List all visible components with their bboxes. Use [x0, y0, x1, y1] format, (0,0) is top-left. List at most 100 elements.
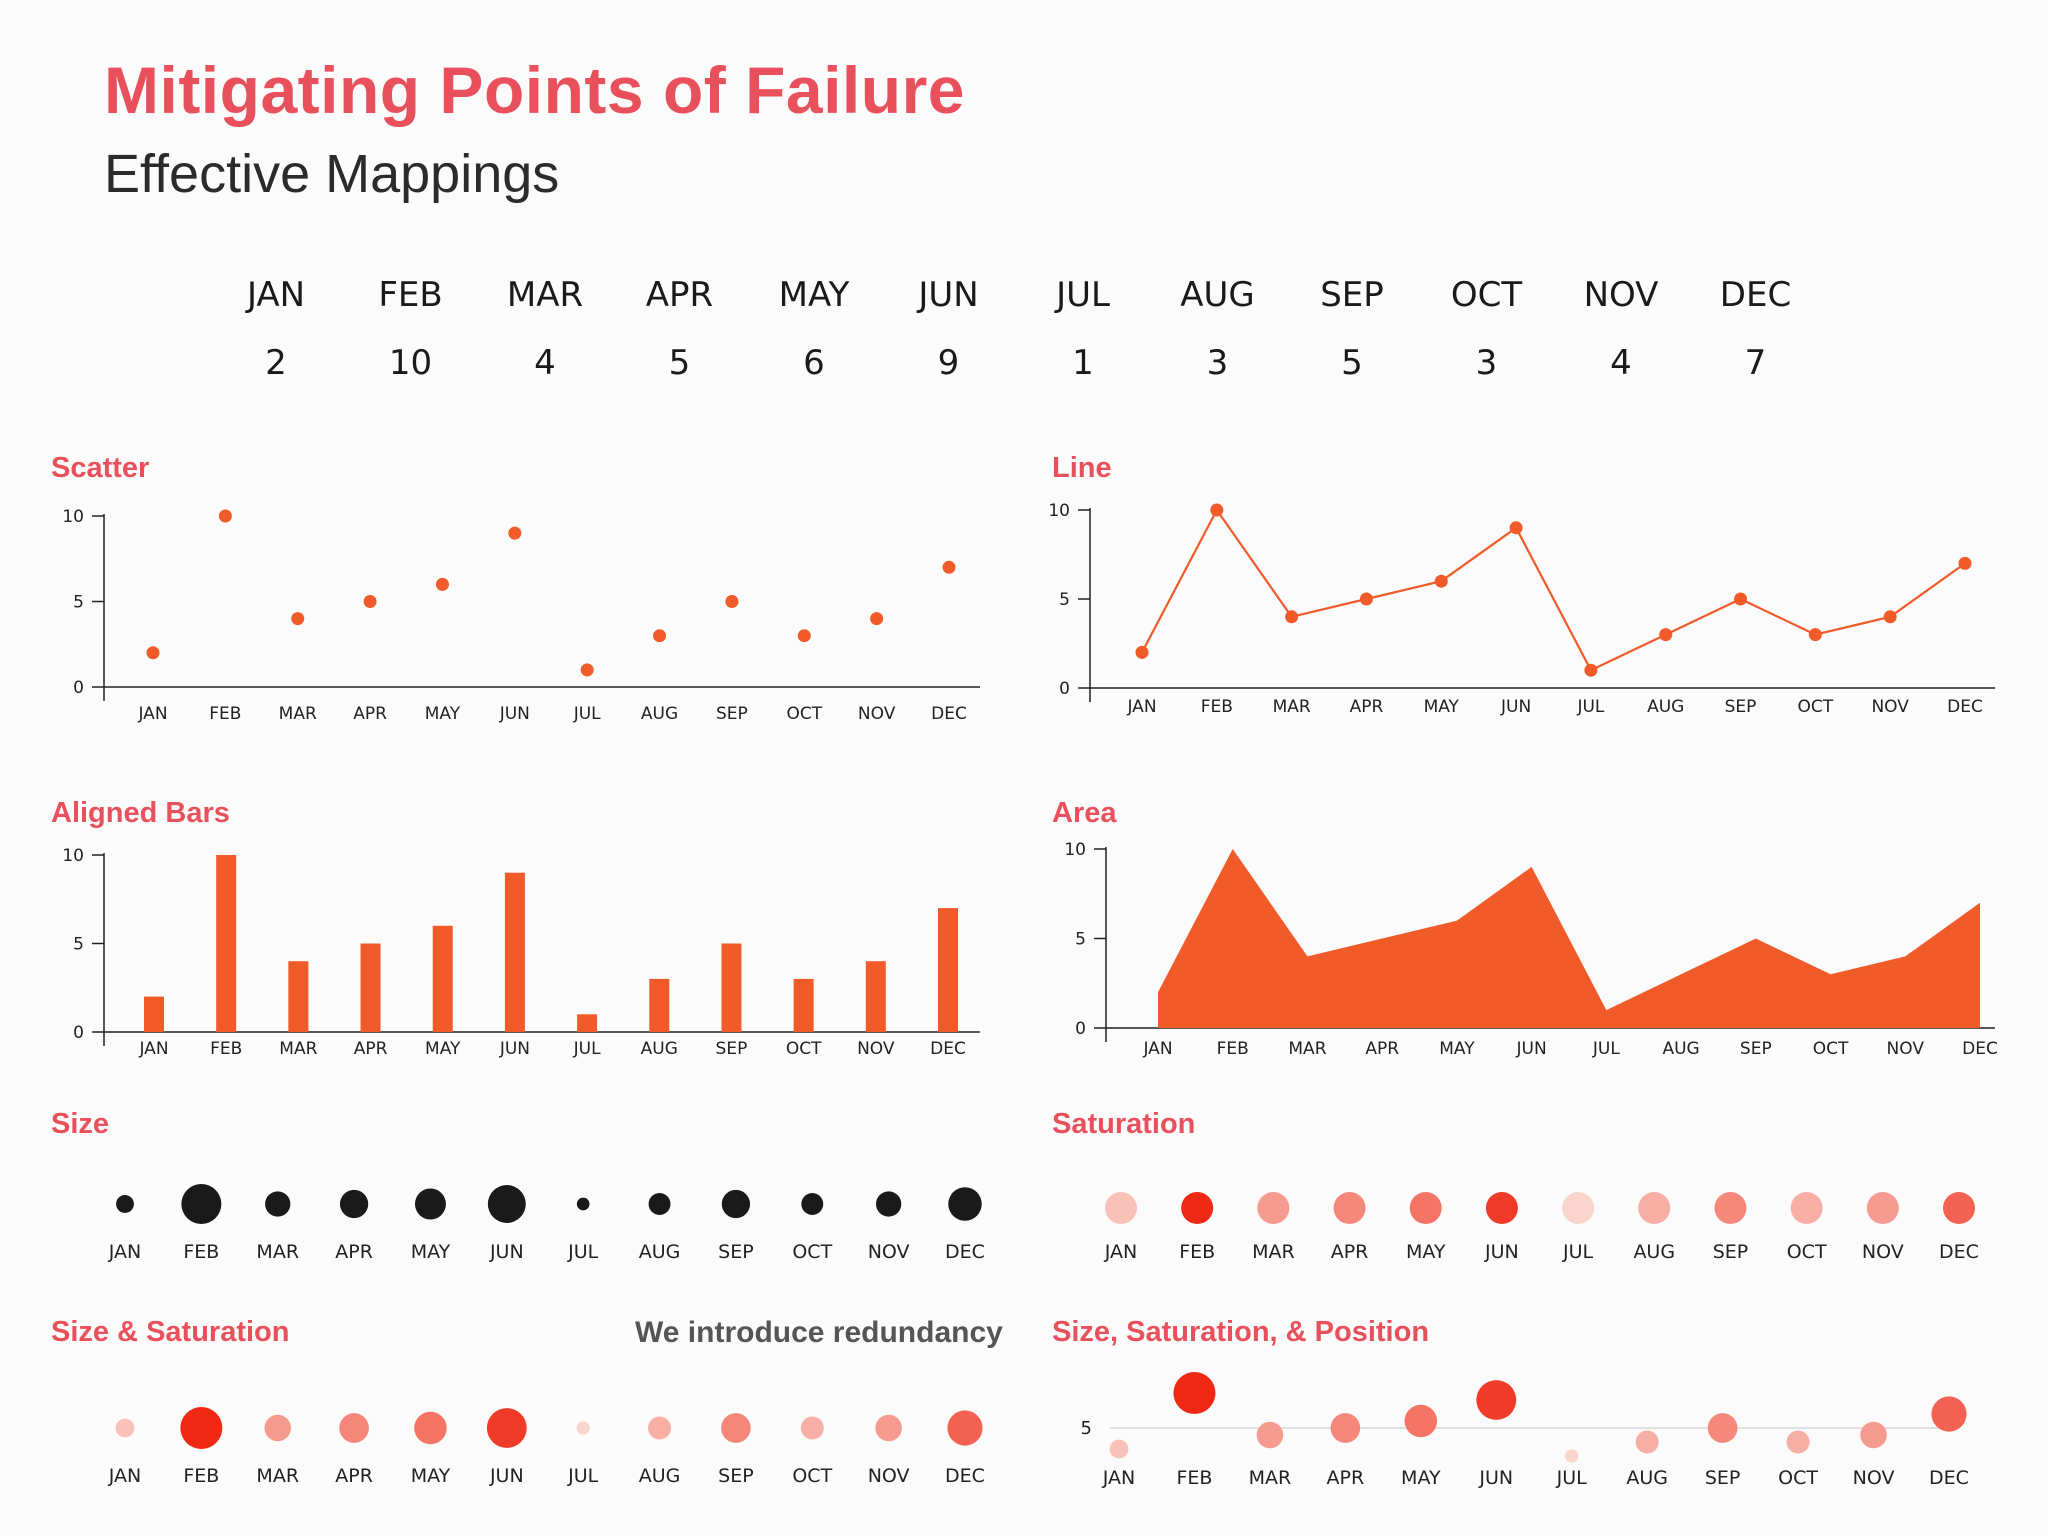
- area-fill: [1158, 849, 1980, 1028]
- table-month-label: JAN: [245, 275, 305, 315]
- x-tick-label: APR: [1365, 1039, 1399, 1059]
- saturation-dot: [1257, 1192, 1290, 1224]
- x-tick-label: AUG: [1626, 1467, 1668, 1489]
- bar: [432, 925, 453, 1032]
- table-value-label: 7: [1745, 343, 1767, 383]
- x-tick-label: JUL: [1592, 1039, 1620, 1059]
- scatter-point: [725, 595, 739, 608]
- size-saturation-position-dot: [1173, 1372, 1216, 1414]
- saturation-dot: [1333, 1192, 1366, 1224]
- x-tick-label: MAR: [279, 704, 317, 724]
- table-month-label: APR: [646, 275, 713, 315]
- size-saturation-dot: [800, 1416, 824, 1440]
- scatter-point: [218, 509, 232, 523]
- x-tick-label: MAY: [425, 1039, 461, 1059]
- x-tick-label: FEB: [1217, 1039, 1249, 1059]
- x-tick-label: SEP: [1713, 1241, 1749, 1263]
- x-tick-label: APR: [335, 1241, 373, 1263]
- table-value-label: 5: [669, 343, 691, 383]
- table-value-label: 2: [265, 343, 287, 383]
- x-tick-label: DEC: [945, 1465, 985, 1487]
- line-point: [1434, 574, 1448, 588]
- x-tick-label: JUN: [489, 1465, 524, 1487]
- line-series: [1141, 507, 1966, 672]
- saturation-chart: JAN FEB MAR APR MAY JUN JUL AUG SEP OCT NOV DEC: [1104, 1192, 1979, 1263]
- x-tick-label: JUN: [1478, 1467, 1513, 1489]
- size-saturation-chart: JAN FEB MAR APR MAY JUN JUL AUG SEP OCT NOV DEC: [108, 1407, 985, 1487]
- table-month-label: MAR: [507, 275, 583, 315]
- x-tick-label: JAN: [137, 704, 167, 724]
- size-saturation-dot: [721, 1413, 751, 1443]
- table-month-label: JUL: [1054, 275, 1110, 315]
- size-dot: [648, 1193, 671, 1215]
- size-saturation-dot: [339, 1413, 369, 1443]
- area-chart: 0 5 10 JAN FEB MAR APR MAY JUN JUL AUG SEP OCT NOV DEC: [1064, 840, 1998, 1059]
- x-tick-label: AUG: [639, 1465, 681, 1487]
- x-tick-label: OCT: [786, 704, 822, 724]
- size-dot: [414, 1188, 446, 1220]
- size-sat-pos-title: Size, Saturation, & Position: [1052, 1316, 1430, 1348]
- saturation-dot: [1866, 1192, 1899, 1224]
- x-tick-label: SEP: [716, 704, 748, 724]
- scatter-title: Scatter: [51, 452, 150, 484]
- saturation-dot: [1714, 1192, 1747, 1224]
- size-saturation-dot: [486, 1408, 527, 1448]
- x-tick-label: DEC: [1939, 1241, 1979, 1263]
- scatter-point: [508, 526, 522, 540]
- y-tick-label: 5: [73, 593, 84, 613]
- x-tick-label: APR: [1331, 1241, 1369, 1263]
- size-saturation-position-dot: [1256, 1421, 1284, 1449]
- table-month-label: NOV: [1584, 275, 1659, 315]
- table-month-label: OCT: [1451, 275, 1523, 315]
- x-tick-label: SEP: [718, 1241, 754, 1263]
- line-point: [1509, 521, 1523, 535]
- size-saturation-position-dot: [1330, 1413, 1361, 1443]
- scatter-point: [653, 629, 667, 643]
- x-tick-label: NOV: [868, 1241, 910, 1263]
- x-tick-label: NOV: [857, 1039, 895, 1059]
- x-tick-label: JAN: [138, 1039, 168, 1059]
- table-value-label: 10: [389, 343, 432, 383]
- x-tick-label: FEB: [209, 704, 241, 724]
- bar: [216, 855, 237, 1032]
- size-saturation-dot: [414, 1411, 447, 1445]
- x-tick-label: JUL: [573, 704, 601, 724]
- x-tick-label: AUG: [641, 704, 678, 724]
- line-point: [1659, 628, 1673, 642]
- saturation-dot: [1943, 1192, 1975, 1224]
- x-tick-label: JUL: [573, 1039, 601, 1059]
- x-tick-label: FEB: [183, 1465, 219, 1487]
- table-value-label: 6: [803, 343, 825, 383]
- bar: [577, 1014, 598, 1032]
- size-saturation-position-dot: [1707, 1413, 1738, 1443]
- scatter-point: [146, 646, 160, 660]
- size-saturation-position-dot: [1109, 1439, 1129, 1459]
- saturation-dot: [1638, 1192, 1671, 1224]
- x-tick-label: JAN: [108, 1241, 141, 1263]
- y-tick-label: 10: [1064, 840, 1086, 860]
- y-tick-label: 0: [1059, 679, 1070, 699]
- size-saturation-position-dot: [1635, 1430, 1659, 1454]
- table-value-label: 4: [1610, 343, 1632, 383]
- x-tick-label: FEB: [1201, 697, 1233, 717]
- x-tick-label: DEC: [1962, 1039, 1998, 1059]
- x-tick-label: JUL: [1556, 1467, 1588, 1489]
- table-value-label: 5: [1341, 343, 1363, 383]
- x-tick-label: JUN: [1500, 697, 1531, 717]
- scatter-point: [580, 663, 594, 677]
- size-saturation-position-dot: [1476, 1380, 1517, 1420]
- size-chart: JAN FEB MAR APR MAY JUN JUL AUG SEP OCT NOV DEC: [108, 1184, 985, 1263]
- x-tick-label: JUN: [499, 1039, 530, 1059]
- line-point: [1210, 503, 1224, 517]
- x-tick-label: SEP: [716, 1039, 748, 1059]
- x-tick-label: JUN: [1484, 1241, 1519, 1263]
- x-tick-label: DEC: [945, 1241, 985, 1263]
- x-tick-label: SEP: [1740, 1039, 1772, 1059]
- x-tick-label: DEC: [931, 704, 967, 724]
- bar: [288, 961, 309, 1032]
- x-tick-label: MAR: [1273, 697, 1311, 717]
- bars-chart: 0 5 10 JAN FEB MAR APR MAY JUN JUL AUG SEP OCT NOV DEC: [62, 846, 980, 1059]
- y-tick-label: 0: [73, 1023, 84, 1043]
- size-title: Size: [51, 1108, 110, 1140]
- x-tick-label: JUL: [567, 1241, 599, 1263]
